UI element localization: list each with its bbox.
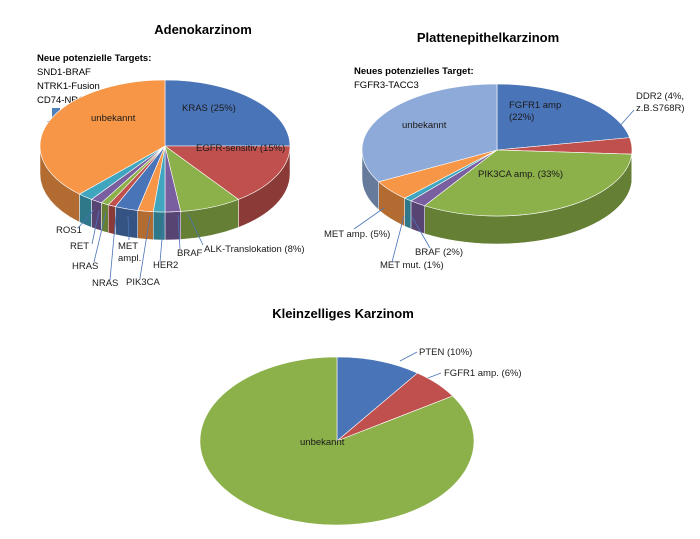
- chart1-title: Adenokarzinom: [154, 22, 252, 37]
- pie-slice: [496, 83, 631, 151]
- chart1-note: CD74-NRG1: [37, 95, 91, 106]
- pie-slice: [424, 149, 633, 217]
- pie-slice: [336, 356, 419, 442]
- leader-line: [391, 215, 405, 263]
- slice-label: HRAS: [72, 261, 98, 272]
- leader-line: [109, 213, 117, 281]
- slice-label: MET ampl.: [118, 241, 141, 264]
- labels-layer: KRAS (25%) EGFR-sensitiv (15%) ALK-Translo…: [56, 91, 685, 448]
- pie-slice: [39, 79, 166, 195]
- leader-line: [187, 213, 204, 246]
- pie-side: [115, 206, 138, 239]
- slice-label: unbekannt: [402, 120, 447, 131]
- slice-label: PTEN (10%): [419, 347, 472, 358]
- pie-adenokarzinom: [39, 79, 291, 241]
- leader-line: [93, 211, 107, 263]
- pie-slice: [164, 145, 291, 200]
- slice-label: ROS1: [56, 225, 82, 236]
- slice-label: ALK-Translokation (8%): [204, 244, 305, 255]
- chart2-notes-heading: Neues potenzielles Target:: [354, 66, 474, 77]
- chart2-title: Plattenepithelkarzinom: [417, 30, 559, 45]
- leader-line: [91, 210, 100, 245]
- slice-label: unbekannt: [91, 113, 136, 124]
- chart3-title: Kleinzelliges Karzinom: [272, 306, 414, 321]
- slice-label: DDR2 (4%, z.B.S768R): [636, 91, 685, 114]
- slice-label: FGFR1 amp. (6%): [444, 368, 522, 379]
- pie-side: [91, 199, 102, 232]
- chart1-note: NTRK1-Fusion: [37, 81, 100, 92]
- pie-side: [404, 197, 412, 230]
- slice-label: KRAS (25%): [182, 103, 236, 114]
- leader-line: [411, 216, 431, 249]
- pie-side: [410, 200, 425, 235]
- pie-side: [137, 210, 154, 240]
- pie-slice: [164, 79, 291, 147]
- leader-line: [353, 207, 385, 230]
- leader-line: [399, 351, 418, 362]
- pie-side: [79, 193, 92, 228]
- slice-label: FGFR1 amp (22%): [509, 100, 561, 123]
- chart1-note: SND1-BRAF: [37, 67, 91, 78]
- pie-slice: [199, 356, 475, 526]
- slice-label: unbekannt: [300, 437, 345, 448]
- slice-label: BRAF: [177, 248, 203, 259]
- pie-plattenepithelkarzinom: [361, 83, 633, 245]
- slice-label: PIK3CA amp. (33%): [478, 169, 563, 180]
- slice-label: EGFR-sensitiv (15%): [196, 143, 285, 154]
- leader-line: [127, 215, 130, 241]
- leader-line: [427, 372, 442, 379]
- slice-label: MET amp. (5%): [324, 229, 390, 240]
- leader-line: [139, 215, 151, 279]
- chart2-note: FGFR3-TACC3: [354, 80, 419, 91]
- slice-label: RET: [70, 241, 89, 252]
- slice-label: BRAF (2%): [415, 247, 463, 258]
- slice-label: NRAS: [92, 278, 118, 289]
- chart1-notes-heading: Neue potenzielle Targets:: [37, 53, 151, 64]
- leader-line: [159, 215, 165, 263]
- leader-line: [177, 214, 181, 250]
- pie-slice: [361, 83, 498, 183]
- leader-line: [77, 209, 95, 229]
- pie-kleinzelliges-karzinom: [199, 356, 475, 526]
- slice-label: HER2: [153, 260, 178, 271]
- leader-line: [617, 109, 635, 129]
- slice-label: PIK3CA: [126, 277, 160, 288]
- slice-label: MET mut. (1%): [380, 260, 444, 271]
